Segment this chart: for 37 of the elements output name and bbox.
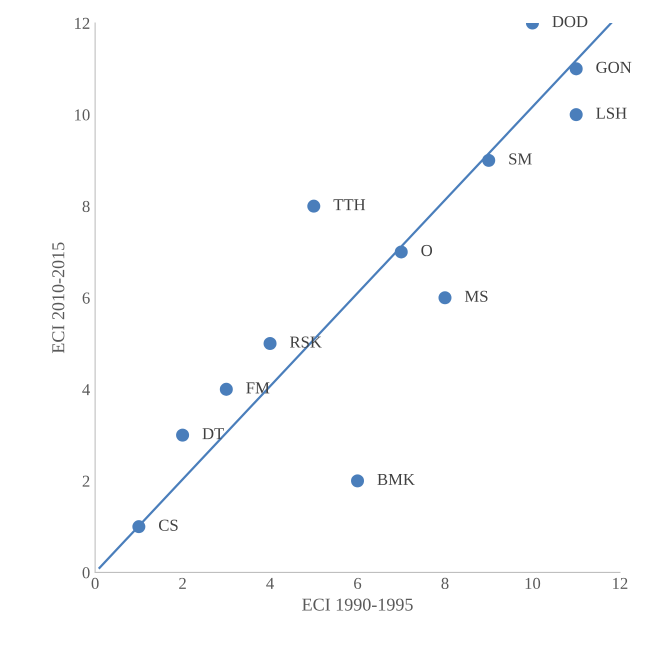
point [176, 428, 190, 442]
annotation: DT [202, 428, 224, 440]
point [264, 337, 277, 350]
point [438, 291, 452, 304]
annotation: BMK [377, 474, 415, 485]
x-axis-title: ECI 1990-1995 [302, 598, 413, 611]
point [570, 108, 583, 122]
annotation: LSH [596, 108, 627, 119]
annotation: DOD [552, 16, 588, 28]
point [307, 200, 320, 213]
y-tick-label: 6 [82, 292, 90, 304]
point [351, 474, 364, 488]
annotation: O [421, 244, 432, 256]
y-tick-label: 2 [82, 476, 90, 487]
annotation: MS [464, 290, 488, 302]
y-tick-label: 12 [75, 18, 90, 29]
x-tick-label: 10 [526, 578, 540, 590]
x-tick-label: 12 [613, 578, 628, 589]
y-tick-label: 0 [82, 567, 90, 578]
annotation: TTH [334, 199, 366, 210]
y-axis-title: ECI 2010-2015 [52, 242, 64, 354]
x-tick-label: 0 [92, 578, 99, 590]
x-tick-label: 8 [441, 578, 449, 590]
point [394, 245, 408, 258]
y-tick-label: 10 [75, 109, 90, 121]
annotation: GON [596, 62, 632, 73]
x-tick-label: 2 [179, 578, 186, 589]
point [220, 382, 233, 396]
annotation: CS [158, 520, 178, 531]
y-tick-label: 8 [82, 200, 90, 212]
point [482, 154, 496, 167]
x-tick-label: 6 [354, 578, 362, 590]
x-tick-label: 4 [266, 578, 274, 589]
annotation: SM [509, 153, 532, 165]
point [570, 62, 583, 76]
point [132, 520, 146, 534]
y-tick-label: 4 [82, 384, 90, 396]
